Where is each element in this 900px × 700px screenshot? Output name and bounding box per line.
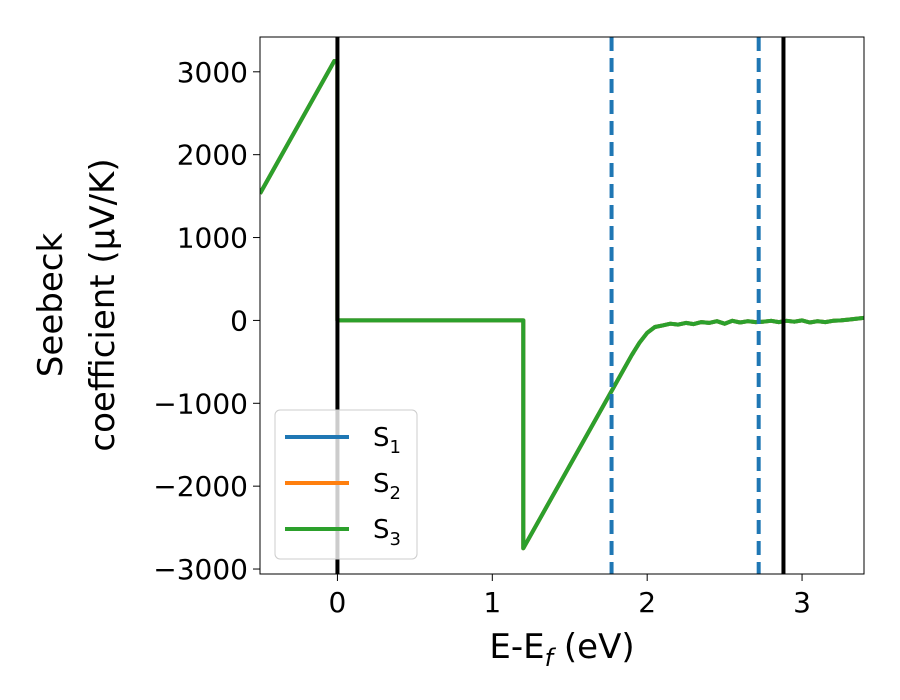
y-axis-label-line-1: Seebeck (31, 233, 71, 378)
x-tick-label: 2 (638, 586, 656, 619)
y-axis-label-line-2: coefficient (μV/K) (83, 158, 123, 451)
y-tick-label: 3000 (177, 56, 248, 89)
plot-frame (259, 36, 865, 575)
y-tick-label: −3000 (153, 553, 248, 586)
y-axis-label: Seebeck coefficient (μV/K) (31, 158, 123, 451)
y-tick-label: −1000 (153, 387, 248, 420)
y-tick-label: 0 (230, 304, 248, 337)
y-tick-label: 1000 (177, 222, 248, 255)
plot-series-layer (260, 59, 864, 551)
legend-label-1: S1 (373, 423, 401, 458)
x-axis: 0 1 2 3 (329, 574, 811, 619)
series-line-3 (260, 59, 864, 551)
x-tick-label: 0 (329, 586, 347, 619)
legend-label-2: S2 (373, 469, 401, 504)
y-tick-label: 2000 (177, 139, 248, 172)
x-tick-label: 1 (483, 586, 501, 619)
x-tick-label: 3 (793, 586, 811, 619)
legend: S1 S2 S3 (274, 409, 418, 560)
y-tick-label: −2000 (153, 470, 248, 503)
legend-label-3: S3 (373, 515, 401, 550)
x-axis-label: E-Ef (eV) (489, 627, 634, 672)
y-axis: −3000 −2000 −1000 0 1000 2000 3000 (153, 56, 260, 586)
